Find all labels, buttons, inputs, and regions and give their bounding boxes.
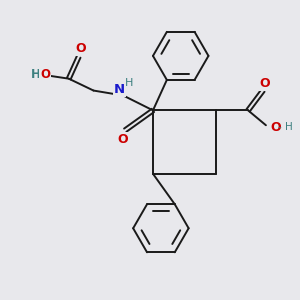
Text: H: H — [125, 78, 134, 88]
Text: O: O — [75, 42, 86, 56]
Text: H: H — [31, 68, 41, 81]
Text: O: O — [270, 121, 280, 134]
Text: O: O — [260, 77, 270, 90]
Text: N: N — [114, 83, 125, 96]
Text: - H: - H — [278, 122, 292, 132]
Text: O: O — [117, 133, 128, 146]
Text: O: O — [40, 68, 50, 81]
